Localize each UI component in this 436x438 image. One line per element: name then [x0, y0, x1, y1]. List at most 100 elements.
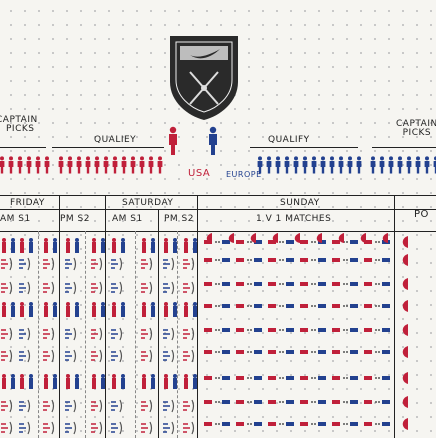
europe-player-icon: [320, 156, 326, 174]
match-pairing-mark: [1, 349, 13, 363]
day-saturday: SATURDAY: [122, 198, 174, 208]
europe-player-icon: [379, 156, 385, 174]
match-pairing-mark: [1, 399, 13, 413]
match-pairing-mark: [111, 421, 123, 435]
match-pairing-mark: [1, 257, 13, 271]
singles-match-mark: [268, 282, 294, 286]
europe-player-icon: [302, 156, 308, 174]
captain-picks-left-line1: CAPTAIN: [0, 115, 38, 125]
match-pairing-mark: [141, 327, 153, 341]
match-pairing-mark: [163, 281, 175, 295]
usa-player-icon: [94, 156, 100, 174]
day-friday: FRIDAY: [10, 198, 45, 208]
usa-team-row: [0, 156, 164, 174]
match-pairing-mark: [1, 421, 13, 435]
match-pairing-mark: [65, 257, 77, 271]
usa-player-icon: [76, 156, 82, 174]
match-pairing-mark: [141, 257, 153, 271]
europe-player-icon: [424, 156, 430, 174]
singles-match-mark: [236, 304, 262, 308]
singles-match-mark: [204, 350, 230, 354]
shield-crossed-clubs-icon: [170, 36, 238, 120]
singles-match-mark: [364, 400, 390, 404]
match-pairing-mark: [183, 399, 195, 413]
grid-divider-2: [105, 195, 106, 438]
singles-match-mark: [332, 304, 358, 308]
usa-player-icon: [0, 156, 5, 174]
match-pairing-mark: [111, 399, 123, 413]
point-marker: [206, 233, 212, 243]
singles-match-mark: [332, 422, 358, 426]
qualify-right-underline: [250, 147, 358, 148]
usa-captain-icon: [169, 126, 177, 155]
session-saturday-am: AM S1: [112, 214, 143, 224]
match-pairing-mark: [43, 421, 55, 435]
europe-player-icon: [397, 156, 403, 174]
singles-match-mark: [204, 282, 230, 286]
match-pairing-mark: [184, 238, 197, 253]
singles-match-mark: [364, 376, 390, 380]
point-marker: [402, 254, 408, 266]
point-marker: [402, 346, 408, 358]
session-friday-am: AM S1: [0, 214, 31, 224]
singles-match-mark: [364, 350, 390, 354]
grid-dash-4: [177, 231, 178, 438]
singles-match-mark: [364, 258, 390, 262]
europe-player-icon: [433, 156, 436, 174]
europe-player-icon: [293, 156, 299, 174]
match-pairing-mark: [163, 257, 175, 271]
europe-player-icon: [257, 156, 263, 174]
qualify-left-label: QUALIEY: [94, 135, 137, 145]
europe-player-icon: [329, 156, 335, 174]
match-pairing-mark: [184, 374, 197, 389]
match-pairing-mark: [183, 421, 195, 435]
match-pairing-mark: [92, 302, 105, 317]
team-europe-label: EUROPE: [226, 170, 262, 179]
singles-match-mark: [268, 376, 294, 380]
usa-player-icon: [17, 156, 23, 174]
singles-match-mark: [204, 376, 230, 380]
singles-match-mark: [268, 422, 294, 426]
match-pairing-mark: [19, 399, 31, 413]
match-pairing-mark: [20, 238, 33, 253]
point-marker: [402, 418, 408, 430]
match-pairing-mark: [20, 302, 33, 317]
captain-picks-right-line2: PICKS: [402, 128, 432, 138]
match-schedule-grid: FRIDAY SATURDAY SUNDAY AM S1 PM S2 AM S1…: [0, 187, 436, 438]
usa-player-icon: [157, 156, 163, 174]
day-sunday: SUNDAY: [280, 198, 320, 208]
match-pairing-mark: [183, 281, 195, 295]
captain-picks-left-label: CAPTAIN PICKS: [0, 116, 38, 134]
europe-player-icon: [415, 156, 421, 174]
grid-dash-1: [38, 231, 39, 438]
usa-player-icon: [121, 156, 127, 174]
points-header-fragment: Po: [414, 209, 429, 220]
singles-match-mark: [268, 350, 294, 354]
usa-player-icon: [148, 156, 154, 174]
match-pairing-mark: [163, 421, 175, 435]
match-pairing-mark: [141, 421, 153, 435]
grid-divider-1: [59, 195, 60, 438]
singles-match-mark: [300, 376, 326, 380]
match-pairing-mark: [163, 399, 175, 413]
point-marker: [294, 233, 300, 243]
match-pairing-mark: [164, 374, 177, 389]
usa-player-icon: [103, 156, 109, 174]
match-pairing-mark: [65, 399, 77, 413]
match-pairing-mark: [19, 257, 31, 271]
singles-match-mark: [332, 376, 358, 380]
qualify-left-underline: [52, 147, 164, 148]
match-pairing-mark: [183, 257, 195, 271]
europe-player-icon: [275, 156, 281, 174]
usa-player-icon: [8, 156, 14, 174]
singles-match-mark: [364, 422, 390, 426]
singles-match-mark: [300, 258, 326, 262]
singles-match-mark: [204, 304, 230, 308]
captain-picks-right-line1: CAPTAIN: [396, 119, 436, 129]
match-pairing-mark: [2, 238, 15, 253]
match-pairing-mark: [111, 327, 123, 341]
singles-match-mark: [236, 376, 262, 380]
singles-match-mark: [268, 240, 294, 244]
singles-match-mark: [300, 304, 326, 308]
point-marker: [316, 233, 322, 243]
